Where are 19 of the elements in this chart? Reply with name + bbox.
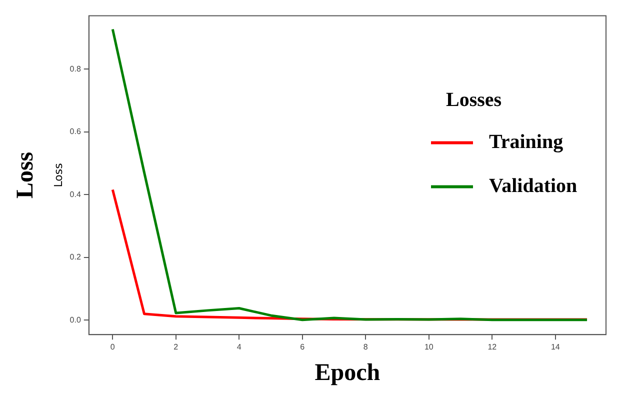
legend-label: Validation (489, 174, 578, 197)
x-tick-label: 0 (110, 342, 116, 352)
y-axis-title: Loss (12, 152, 39, 199)
x-tick-label: 14 (550, 342, 560, 352)
x-tick-label: 4 (236, 342, 242, 352)
x-tick-label: 2 (174, 342, 179, 352)
y-tick-label: 0.6 (70, 127, 82, 136)
x-tick-label: 10 (424, 342, 434, 352)
y-tick-label: 0.0 (70, 315, 82, 324)
x-tick-label: 8 (363, 342, 368, 352)
y-tick-label: 0.2 (70, 252, 82, 262)
text: Loss (52, 162, 65, 188)
legend-title: Losses (446, 88, 502, 111)
legend-label: Training (489, 130, 564, 153)
x-axis-title: Epoch (314, 360, 380, 386)
y-tick-label: 0.8 (70, 64, 82, 74)
y-tick-label: 0.4 (70, 190, 82, 199)
x-tick-label: 6 (300, 342, 306, 352)
x-tick-label: 12 (488, 342, 498, 352)
